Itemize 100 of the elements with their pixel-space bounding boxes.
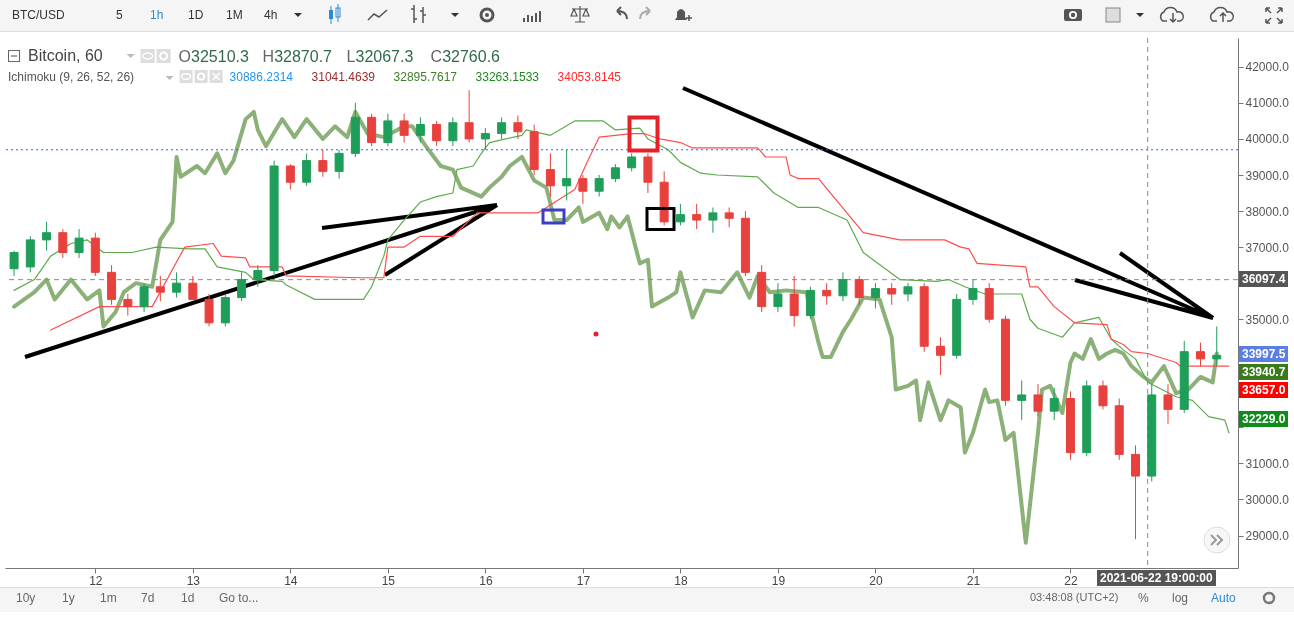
candlestick	[188, 275, 198, 300]
candlestick	[545, 152, 555, 198]
ref-line-label: 2021-06-22 19:00:00	[1096, 570, 1216, 586]
text: Auto	[1211, 591, 1236, 605]
candlestick	[172, 271, 182, 299]
candlestick	[383, 113, 393, 147]
candlestick	[935, 336, 945, 376]
candlestick	[610, 163, 620, 183]
candlestick	[838, 271, 848, 302]
candlestick	[497, 116, 507, 140]
text: 1h	[150, 8, 164, 22]
y-tick-label: 29000.0	[1245, 529, 1290, 544]
candlestick	[903, 282, 913, 302]
candlestick	[513, 115, 523, 140]
x-tick-label: 14	[284, 573, 298, 588]
annotation: C32760.6	[430, 48, 500, 66]
x-tick-label: 16	[479, 573, 493, 588]
text: 1d	[181, 591, 195, 605]
text: 1D	[188, 8, 204, 22]
candlestick	[318, 149, 328, 178]
candlestick	[253, 264, 263, 288]
candlestick	[58, 228, 68, 259]
candlestick	[432, 120, 442, 147]
candlestick	[123, 293, 133, 317]
candlestick	[692, 203, 702, 230]
annotation: 34053.8145	[557, 70, 621, 84]
annotation: 33263.1533	[475, 70, 539, 84]
candlestick	[415, 116, 425, 144]
candlestick	[204, 293, 214, 327]
candlestick	[968, 279, 978, 306]
x-tick-label: 12	[89, 573, 103, 588]
candlestick	[237, 271, 247, 302]
text: 1m	[100, 591, 117, 605]
text: 5	[116, 8, 123, 22]
y-tick-label: 30000.0	[1245, 493, 1290, 507]
candlestick	[1130, 444, 1140, 540]
candlestick	[42, 221, 52, 252]
candlestick	[1163, 383, 1173, 425]
y-tick-label: 31000.0	[1245, 456, 1290, 471]
y-tick-label: 42000.0	[1245, 60, 1290, 75]
candlestick	[724, 206, 734, 228]
ref-line-label: 36097.4	[1239, 270, 1289, 287]
candlestick	[285, 163, 295, 190]
text: 4h	[264, 8, 278, 22]
text: 10y	[16, 591, 36, 605]
x-tick-label: 19	[771, 573, 786, 588]
candlestick	[399, 113, 409, 144]
candlestick	[448, 116, 458, 147]
text: log	[1172, 591, 1189, 605]
annotation: O32510.3	[178, 48, 249, 66]
candlestick	[627, 152, 637, 172]
y-tick-label: 40000.0	[1245, 132, 1290, 147]
candlestick	[74, 228, 84, 259]
candlestick	[480, 127, 490, 151]
candlestick	[1049, 387, 1059, 421]
text: Bitcoin, 60	[28, 47, 103, 65]
annotation: 32895.7617	[393, 70, 457, 84]
annotation: 30886.2314	[229, 70, 293, 84]
text: 33657.0	[1239, 382, 1289, 398]
candlestick	[594, 174, 604, 198]
candlestick	[773, 282, 783, 313]
candlestick	[822, 282, 832, 306]
text: 03:48:08 (UTC+2)	[1030, 591, 1119, 603]
candlestick	[1196, 342, 1205, 367]
text: %	[1138, 591, 1149, 605]
candlestick	[887, 282, 897, 306]
candlestick	[708, 206, 718, 234]
candlestick	[870, 282, 880, 309]
text: BTC/USD	[12, 8, 65, 22]
y-tick-label: 37000.0	[1245, 240, 1290, 255]
candlestick	[1212, 325, 1222, 367]
line-series	[13, 120, 1230, 434]
candlestick	[139, 282, 149, 313]
text: Ichimoku (9, 26, 52, 26)	[8, 70, 135, 84]
x-tick-label: 21	[966, 573, 981, 588]
text: 32229.0	[1239, 411, 1289, 427]
annotation: L32067.3	[346, 48, 414, 66]
candlestick	[854, 275, 864, 306]
candlestick	[675, 203, 685, 226]
text: 33940.7	[1239, 364, 1289, 380]
x-tick-label: 18	[674, 573, 688, 588]
candlestick	[334, 149, 344, 180]
text: Go to...	[219, 591, 259, 605]
candlestick	[155, 275, 165, 302]
annotation: H32870.7	[262, 48, 332, 66]
y-tick-label: 38000.0	[1245, 204, 1290, 219]
candlestick	[562, 149, 572, 201]
x-tick-label: 20	[869, 573, 883, 588]
text: 1y	[62, 591, 75, 605]
candlestick	[789, 275, 799, 327]
x-tick-label: 13	[186, 573, 201, 588]
text: 7d	[141, 591, 155, 605]
x-tick-label: 15	[381, 573, 396, 588]
candlestick	[1017, 380, 1027, 421]
x-tick-label: 17	[576, 573, 591, 588]
text: 33997.5	[1239, 346, 1289, 362]
y-tick-label: 35000.0	[1245, 312, 1290, 327]
annotation: 31041.4639	[311, 70, 375, 84]
candlestick	[578, 174, 588, 205]
candlestick	[9, 250, 19, 277]
